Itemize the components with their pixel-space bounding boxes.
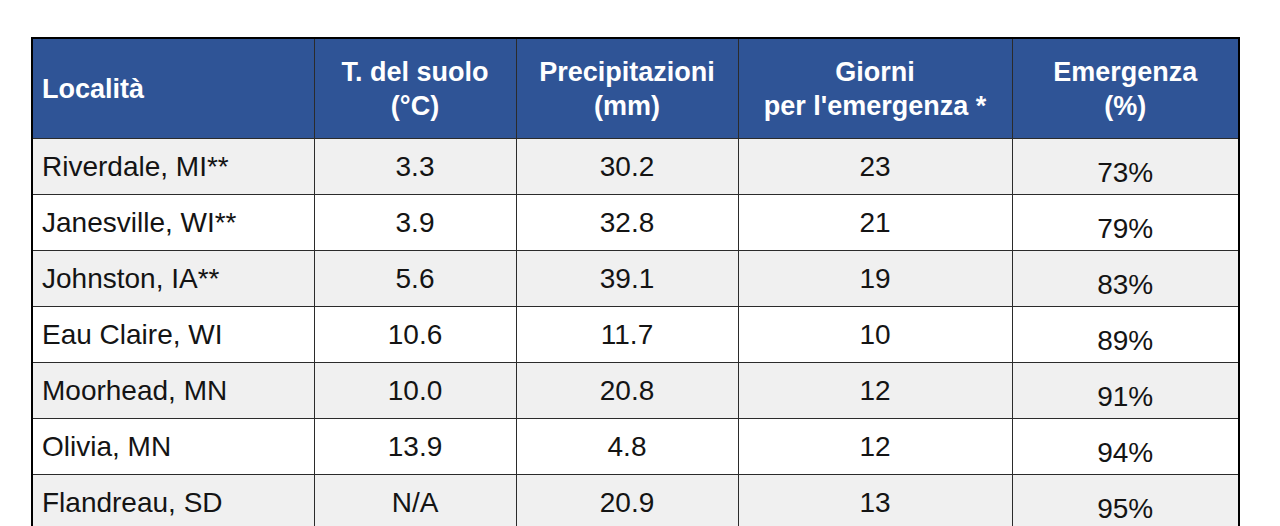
- header-line: (%): [1017, 89, 1235, 123]
- cell-days: 12: [738, 419, 1012, 475]
- col-header-precipitation: Precipitazioni (mm): [516, 38, 738, 139]
- table-row: Janesville, WI** 3.9 32.8 21 79%: [32, 195, 1239, 251]
- cell-emergence-pct: 91%: [1012, 363, 1239, 419]
- emergence-data-table: Località T. del suolo (°C) Precipitazion…: [31, 37, 1240, 526]
- cell-soil-temp: 5.6: [314, 251, 516, 307]
- table-row: Moorhead, MN 10.0 20.8 12 91%: [32, 363, 1239, 419]
- table-row: Riverdale, MI** 3.3 30.2 23 73%: [32, 139, 1239, 195]
- header-line: Precipitazioni: [521, 55, 734, 89]
- cell-location: Flandreau, SD: [32, 475, 314, 526]
- cell-days: 19: [738, 251, 1012, 307]
- table-header: Località T. del suolo (°C) Precipitazion…: [32, 38, 1239, 139]
- header-line: Emergenza: [1017, 55, 1235, 89]
- table-row: Johnston, IA** 5.6 39.1 19 83%: [32, 251, 1239, 307]
- col-header-days-to-emergence: Giorni per l'emergenza *: [738, 38, 1012, 139]
- cell-emergence-pct: 94%: [1012, 419, 1239, 475]
- cell-soil-temp: 3.3: [314, 139, 516, 195]
- cell-location: Moorhead, MN: [32, 363, 314, 419]
- header-line: Località: [42, 72, 310, 106]
- cell-emergence-pct: 95%: [1012, 475, 1239, 526]
- table-row: Flandreau, SD N/A 20.9 13 95%: [32, 475, 1239, 526]
- cell-precipitation: 11.7: [516, 307, 738, 363]
- header-line: Giorni: [743, 55, 1008, 89]
- cell-location: Riverdale, MI**: [32, 139, 314, 195]
- page: Località T. del suolo (°C) Precipitazion…: [0, 0, 1280, 526]
- cell-precipitation: 32.8: [516, 195, 738, 251]
- cell-soil-temp: 13.9: [314, 419, 516, 475]
- cell-precipitation: 20.9: [516, 475, 738, 526]
- col-header-soil-temp: T. del suolo (°C): [314, 38, 516, 139]
- cell-precipitation: 30.2: [516, 139, 738, 195]
- cell-days: 10: [738, 307, 1012, 363]
- cell-days: 12: [738, 363, 1012, 419]
- cell-days: 23: [738, 139, 1012, 195]
- header-line: T. del suolo: [319, 55, 512, 89]
- cell-precipitation: 4.8: [516, 419, 738, 475]
- cell-days: 13: [738, 475, 1012, 526]
- col-header-emergence-pct: Emergenza (%): [1012, 38, 1239, 139]
- cell-emergence-pct: 89%: [1012, 307, 1239, 363]
- table-row: Olivia, MN 13.9 4.8 12 94%: [32, 419, 1239, 475]
- cell-location: Janesville, WI**: [32, 195, 314, 251]
- cell-soil-temp: N/A: [314, 475, 516, 526]
- cell-soil-temp: 3.9: [314, 195, 516, 251]
- header-line: (mm): [521, 89, 734, 123]
- header-row: Località T. del suolo (°C) Precipitazion…: [32, 38, 1239, 139]
- emergence-table-container: Località T. del suolo (°C) Precipitazion…: [31, 37, 1240, 526]
- cell-location: Johnston, IA**: [32, 251, 314, 307]
- table-row: Eau Claire, WI 10.6 11.7 10 89%: [32, 307, 1239, 363]
- cell-emergence-pct: 83%: [1012, 251, 1239, 307]
- cell-emergence-pct: 73%: [1012, 139, 1239, 195]
- cell-precipitation: 20.8: [516, 363, 738, 419]
- cell-location: Olivia, MN: [32, 419, 314, 475]
- col-header-localita: Località: [32, 38, 314, 139]
- cell-soil-temp: 10.0: [314, 363, 516, 419]
- cell-days: 21: [738, 195, 1012, 251]
- cell-soil-temp: 10.6: [314, 307, 516, 363]
- table-body: Riverdale, MI** 3.3 30.2 23 73% Janesvil…: [32, 139, 1239, 526]
- header-line: per l'emergenza *: [743, 89, 1008, 123]
- cell-precipitation: 39.1: [516, 251, 738, 307]
- cell-emergence-pct: 79%: [1012, 195, 1239, 251]
- cell-location: Eau Claire, WI: [32, 307, 314, 363]
- header-line: (°C): [319, 89, 512, 123]
